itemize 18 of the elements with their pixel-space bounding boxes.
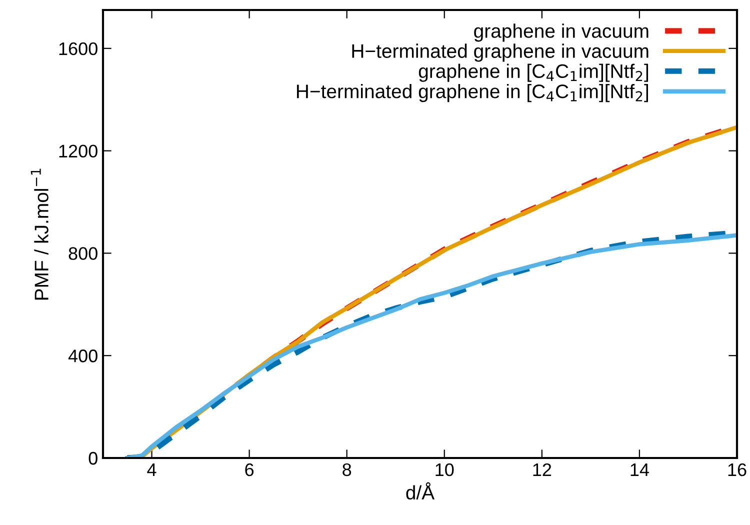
x-tick-label: 12 <box>533 463 552 476</box>
x-tick-label: 10 <box>436 463 454 476</box>
y-tick-label: 400 <box>68 350 98 362</box>
x-tick-label: 4 <box>147 464 156 476</box>
legend-label: H−terminated graphene in vacuum <box>352 44 648 62</box>
legend-label: graphene in vacuum <box>474 24 648 42</box>
x-axis-title: d/Å <box>406 482 435 500</box>
x-tick-label: 14 <box>630 464 649 476</box>
x-tick-label: 6 <box>245 463 254 476</box>
y-tick-label: 0 <box>88 452 98 465</box>
x-tick-label: 16 <box>728 463 746 476</box>
y-tick-label: 1600 <box>59 42 98 56</box>
legend-label: graphene in [C$_{4}$C$_{1}$im][Ntf$_{2}$] <box>418 64 648 82</box>
legend-label: H−terminated graphene in [C$_{4}$C$_{1}$im][Ntf$_{2}$] <box>297 84 648 102</box>
y-tick-label: 1200 <box>59 144 98 158</box>
x-tick-label: 8 <box>342 463 352 476</box>
y-tick-label: 800 <box>68 247 98 260</box>
y-axis-title: PMF / kJ.mol$^{−1}$ <box>30 168 48 300</box>
